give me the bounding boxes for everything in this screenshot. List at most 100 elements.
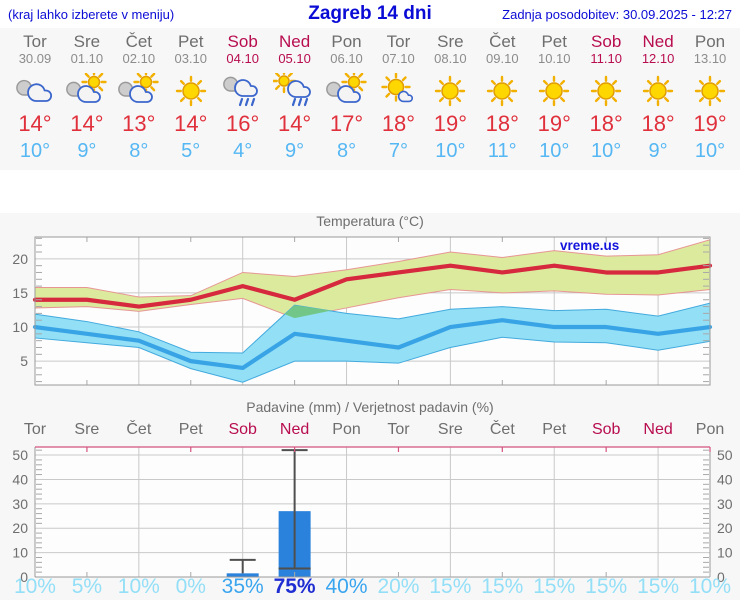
precipitation-chart-title: Padavine (mm) / Verjetnost padavin (%) — [246, 399, 494, 415]
day-date: 12.10 — [641, 51, 675, 66]
temperature-chart-title: Temperatura (°C) — [316, 213, 424, 229]
temp-y-tick-label: 10 — [12, 319, 28, 335]
cloudy-icon — [16, 79, 52, 102]
day-cell: Pon 06.10 17° 8° — [321, 28, 373, 170]
day-name: Sob — [227, 32, 258, 51]
day-name: Tor — [23, 32, 47, 51]
mostly-sunny-icon — [381, 73, 414, 103]
low-temperature: 7° — [388, 140, 409, 162]
day-date: 30.09 — [18, 51, 52, 66]
day-name: Sre — [73, 32, 101, 51]
precip-probability: 15% — [585, 575, 628, 598]
sunny-icon — [539, 75, 570, 107]
day-cell: Tor 30.09 14° 10° — [9, 28, 61, 170]
day-name: Čet — [489, 32, 516, 51]
day-name: Sob — [591, 32, 622, 51]
day-cell: Čet 02.10 13° 8° — [113, 28, 165, 170]
precip-probability: 75% — [273, 575, 316, 598]
high-temperature: 18° — [381, 111, 416, 136]
precip-day-label: Pon — [332, 421, 361, 438]
sunny-icon — [487, 75, 518, 107]
rain-icon — [222, 76, 258, 107]
day-name: Pet — [177, 32, 204, 51]
day-cell: Tor 07.10 18° 7° — [372, 28, 424, 170]
day-date: 13.10 — [693, 51, 727, 66]
day-date: 03.10 — [174, 51, 208, 66]
day-cell: Sob 11.10 18° 10° — [580, 28, 632, 170]
precip-day-label: Čet — [489, 421, 515, 438]
precip-probability: 10% — [117, 575, 160, 598]
spacer-band — [0, 170, 740, 213]
precip-probability: 35% — [221, 575, 264, 598]
partly-cloudy-icon — [66, 73, 107, 103]
watermark: vreme.us — [560, 238, 619, 253]
precip-y-tick-label-left: 20 — [12, 520, 28, 536]
day-cell: Ned 05.10 14° 9° — [269, 28, 321, 170]
precip-probability: 15% — [637, 575, 680, 598]
precip-day-label: Pet — [178, 421, 203, 438]
precip-y-tick-label-right: 10 — [717, 545, 733, 561]
day-date: 02.10 — [122, 51, 156, 66]
location-menu-hint: (kraj lahko izberete v meniju) — [8, 7, 175, 22]
high-temperature: 14° — [70, 111, 104, 136]
day-cell: Sre 01.10 14° 9° — [61, 28, 113, 170]
temperature-chart: 5 10 15 20 vreme.us — [12, 236, 713, 386]
day-name: Sre — [437, 32, 464, 51]
precip-probability: 15% — [533, 575, 576, 598]
day-date: 09.10 — [486, 51, 519, 66]
high-temperature: 14° — [18, 111, 52, 136]
temp-y-tick-label: 15 — [12, 285, 28, 301]
high-temperature: 16° — [226, 111, 260, 136]
sunny-icon — [590, 75, 622, 107]
precipitation-day-labels: Tor Sre Čet Pet Sob Ned Pon Tor Sre Čet Pet Sob Ned P… — [9, 421, 736, 439]
precip-day-label: Tor — [23, 421, 47, 438]
precip-y-tick-label-right: 50 — [717, 447, 733, 463]
sunny-icon — [642, 75, 674, 107]
precip-day-label: Sre — [74, 421, 100, 438]
high-temperature: 14° — [174, 111, 208, 136]
band-overlap — [284, 305, 331, 319]
precip-y-tick-label-left: 50 — [12, 447, 28, 463]
precip-probability: 20% — [377, 575, 420, 598]
day-name: Pet — [541, 32, 567, 51]
low-temperature: 8° — [129, 140, 149, 162]
low-temperature: 9° — [648, 140, 668, 162]
precip-y-tick-label-left: 40 — [12, 471, 28, 487]
high-temperature: 14° — [277, 111, 312, 136]
precip-day-label: Pon — [695, 421, 725, 438]
day-name: Pon — [694, 32, 726, 51]
precip-y-tick-label-left: 10 — [12, 545, 28, 561]
day-date: 04.10 — [226, 51, 259, 66]
page-title: Zagreb 14 dni — [308, 3, 432, 24]
precip-day-label: Čet — [126, 421, 152, 438]
sun-rain-icon — [272, 73, 311, 107]
precip-day-label: Sob — [591, 421, 621, 438]
low-temperature: 10° — [435, 140, 466, 162]
day-date: 06.10 — [330, 51, 363, 66]
precipitation-bar — [226, 573, 259, 577]
high-temperature: 18° — [485, 111, 519, 136]
day-cell: Pon 13.10 19° 10° — [684, 28, 736, 170]
day-date: 01.10 — [70, 51, 104, 66]
low-temperature: 10° — [694, 140, 726, 162]
precipitation-chart: 0 0 10 10 20 20 30 30 40 40 50 50 — [12, 446, 733, 585]
low-temperature: 8° — [336, 140, 357, 162]
precipitation-probability-row: 10% 5% 10% 0% 35% 75% 40% 20% 15% 15% 15% 15% 15% 10% — [9, 575, 736, 599]
precip-day-label: Tor — [387, 421, 410, 438]
sunny-icon — [175, 75, 206, 107]
high-temperature: 18° — [641, 111, 675, 136]
precip-y-tick-label-right: 0 — [717, 569, 725, 585]
partly-cloudy-icon — [325, 73, 367, 103]
min-temp-line — [32, 318, 713, 371]
precip-y-tick-label-right: 30 — [717, 496, 733, 512]
day-name: Pon — [331, 32, 362, 51]
precip-probability: 10% — [13, 575, 56, 598]
day-name: Čet — [125, 32, 153, 51]
high-temperature: 19° — [693, 111, 727, 136]
day-cell: Pet 10.10 19° 10° — [528, 28, 580, 170]
day-cell: Sre 08.10 19° 10° — [424, 28, 476, 170]
precip-day-label: Ned — [643, 421, 673, 438]
precip-probability: 10% — [689, 575, 732, 598]
low-temperature: 11° — [487, 140, 517, 162]
